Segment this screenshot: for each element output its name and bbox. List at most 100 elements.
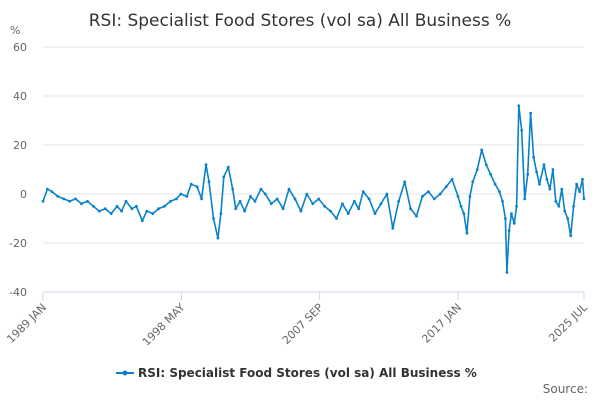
data-point[interactable] (572, 204, 575, 208)
data-point[interactable] (563, 209, 567, 213)
data-point[interactable] (231, 187, 235, 191)
data-point[interactable] (397, 199, 401, 203)
data-point[interactable] (554, 199, 558, 203)
data-point[interactable] (179, 192, 183, 196)
data-point[interactable] (569, 234, 573, 238)
data-point[interactable] (415, 214, 418, 218)
data-point[interactable] (305, 192, 309, 196)
data-point[interactable] (475, 168, 479, 171)
data-point[interactable] (249, 195, 252, 198)
data-point[interactable] (41, 199, 45, 203)
data-point[interactable] (115, 204, 119, 208)
data-point[interactable] (361, 190, 365, 194)
data-point[interactable] (566, 217, 570, 220)
data-point[interactable] (444, 185, 448, 189)
data-point[interactable] (341, 202, 344, 206)
data-point[interactable] (507, 229, 511, 233)
data-point[interactable] (287, 187, 291, 191)
data-point[interactable] (493, 182, 497, 186)
data-point[interactable] (97, 209, 101, 213)
data-point[interactable] (557, 204, 561, 208)
data-point[interactable] (216, 236, 220, 240)
data-point[interactable] (281, 207, 285, 211)
data-point[interactable] (238, 199, 242, 203)
data-point[interactable] (582, 197, 586, 201)
data-point[interactable] (421, 195, 424, 198)
data-point[interactable] (329, 209, 332, 213)
data-point[interactable] (263, 192, 267, 196)
data-point[interactable] (234, 207, 238, 211)
data-point[interactable] (145, 209, 149, 213)
data-point[interactable] (130, 207, 134, 211)
data-point[interactable] (80, 202, 83, 206)
data-point[interactable] (86, 199, 89, 203)
data-point[interactable] (575, 182, 578, 186)
data-point[interactable] (501, 199, 504, 203)
data-point[interactable] (299, 209, 303, 213)
data-point[interactable] (219, 212, 223, 216)
data-point[interactable] (50, 190, 54, 194)
data-point[interactable] (311, 202, 315, 206)
data-point[interactable] (551, 168, 555, 171)
data-point[interactable] (157, 207, 161, 211)
data-point[interactable] (505, 271, 509, 274)
data-point[interactable] (532, 155, 535, 159)
data-point[interactable] (409, 207, 412, 211)
data-point[interactable] (185, 195, 189, 198)
data-point[interactable] (471, 180, 475, 184)
data-point[interactable] (438, 192, 442, 196)
data-point[interactable] (484, 163, 488, 167)
data-point[interactable] (465, 231, 469, 235)
data-point[interactable] (379, 202, 383, 206)
data-point[interactable] (391, 226, 395, 230)
data-point[interactable] (62, 197, 66, 201)
data-point[interactable] (189, 182, 193, 186)
data-point[interactable] (103, 207, 107, 211)
data-point[interactable] (163, 204, 166, 208)
data-point[interactable] (140, 219, 144, 223)
data-point[interactable] (346, 212, 350, 216)
data-point[interactable] (462, 212, 466, 216)
data-point[interactable] (526, 173, 530, 176)
data-point[interactable] (542, 163, 546, 167)
data-point[interactable] (323, 204, 326, 208)
data-point[interactable] (275, 197, 279, 201)
data-point[interactable] (169, 199, 172, 203)
data-point[interactable] (456, 195, 460, 198)
data-point[interactable] (243, 209, 247, 213)
source-label[interactable]: Source: (543, 382, 588, 396)
data-point[interactable] (74, 197, 77, 201)
data-point[interactable] (560, 187, 564, 191)
data-point[interactable] (529, 111, 532, 115)
data-point[interactable] (450, 177, 454, 181)
data-point[interactable] (581, 177, 584, 181)
data-point[interactable] (357, 207, 361, 211)
data-point[interactable] (68, 199, 72, 203)
data-point[interactable] (510, 212, 513, 216)
data-point[interactable] (212, 217, 215, 220)
legend[interactable]: RSI: Specialist Food Stores (vol sa) All… (116, 366, 477, 380)
data-point[interactable] (195, 185, 199, 189)
data-point[interactable] (548, 187, 552, 191)
data-point[interactable] (207, 180, 211, 184)
data-point[interactable] (373, 212, 377, 216)
data-point[interactable] (489, 173, 492, 176)
data-point[interactable] (403, 180, 407, 184)
data-point[interactable] (222, 175, 226, 179)
data-point[interactable] (523, 197, 527, 201)
data-point[interactable] (92, 204, 95, 208)
data-point[interactable] (124, 199, 128, 203)
data-point[interactable] (200, 197, 204, 201)
data-point[interactable] (335, 217, 338, 220)
data-point[interactable] (226, 165, 230, 169)
data-point[interactable] (498, 190, 501, 194)
data-point[interactable] (204, 163, 208, 167)
data-point[interactable] (515, 204, 518, 208)
data-point[interactable] (385, 192, 389, 196)
data-point[interactable] (259, 187, 263, 191)
data-point[interactable] (120, 209, 123, 213)
data-point[interactable] (468, 195, 472, 198)
data-point[interactable] (317, 197, 321, 201)
data-point[interactable] (135, 204, 138, 208)
data-point[interactable] (578, 190, 581, 194)
